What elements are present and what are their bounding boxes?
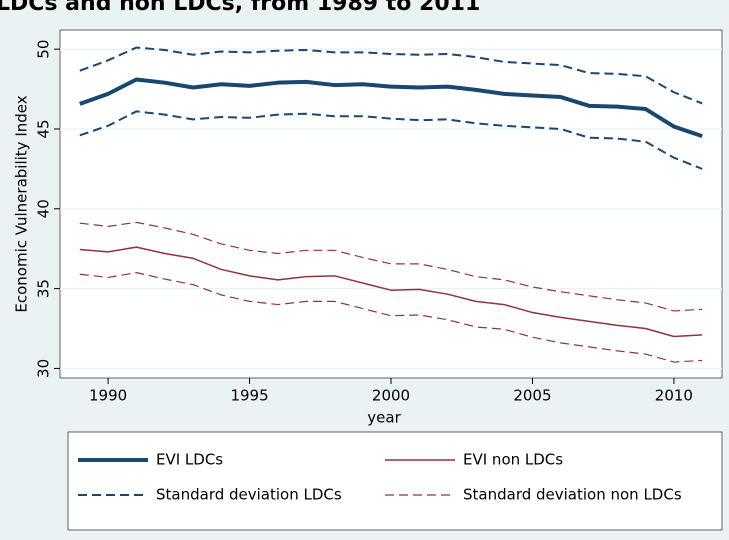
- series-line: [79, 77, 703, 139]
- y-tick-label: 50: [35, 40, 53, 59]
- chart-title: LDCs and non LDCs, from 1989 to 2011: [0, 0, 480, 16]
- legend-label: Standard deviation non LDCs: [463, 486, 682, 504]
- y-tick-label: 35: [35, 279, 53, 298]
- x-tick-label: 1995: [230, 387, 268, 405]
- legend: [67, 431, 723, 531]
- series-line: [79, 272, 703, 363]
- y-tick-label: 30: [35, 359, 53, 378]
- series-line: [79, 110, 703, 170]
- legend-label: EVI LDCs: [156, 451, 223, 469]
- x-tick-label: 2010: [655, 387, 693, 405]
- legend-label: Standard deviation LDCs: [156, 486, 342, 504]
- y-tick-label: 45: [35, 119, 53, 138]
- series-line: [79, 221, 703, 312]
- y-tick-label: 40: [35, 199, 53, 218]
- legend-label: EVI non LDCs: [463, 451, 563, 469]
- series-line: [79, 46, 703, 105]
- x-tick-label: 2005: [513, 387, 551, 405]
- x-tick-label: 2000: [372, 387, 410, 405]
- y-axis-title: Economic Vulnerability Index: [13, 95, 31, 312]
- x-axis-title: year: [367, 409, 401, 427]
- x-tick-label: 1990: [89, 387, 127, 405]
- series-line: [79, 246, 703, 338]
